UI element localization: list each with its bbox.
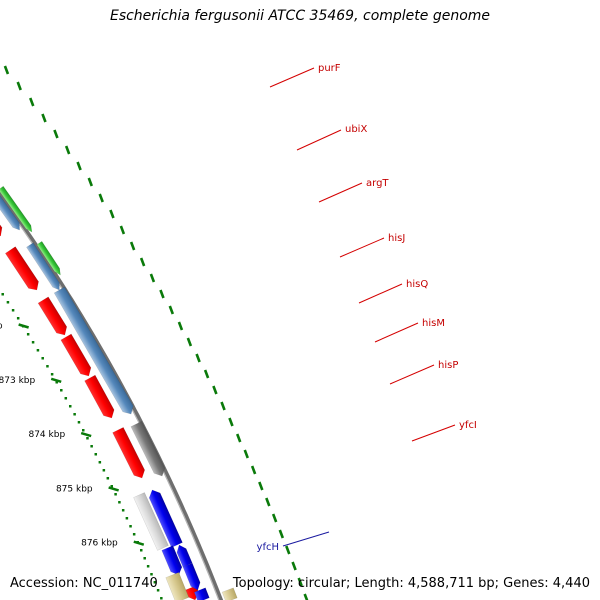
gene-leader-line <box>282 531 330 547</box>
gene-label-hisQ[interactable]: hisQ <box>406 279 428 290</box>
gene-label-hisP[interactable]: hisP <box>438 360 458 371</box>
scale-tick <box>18 323 29 329</box>
scale-tick <box>80 431 92 438</box>
gene-feature <box>0 185 33 233</box>
gene-label-yfcH[interactable]: yfcH <box>257 542 279 553</box>
scale-tick-label: 874 kbp <box>28 430 65 440</box>
scale-tick-label: 875 kbp <box>56 484 93 494</box>
gene-feature <box>0 192 3 237</box>
scale-tick <box>108 486 120 492</box>
gene-feature <box>4 246 39 291</box>
gene-leader-line <box>269 67 315 88</box>
gene-label-yfcI[interactable]: yfcI <box>459 420 477 431</box>
genome-summary-text: Topology: circular; Length: 4,588,711 bp… <box>232 576 590 591</box>
accession-text: Accession: NC_011740 <box>10 576 158 591</box>
gene-leader-line <box>358 283 403 304</box>
gene-feature <box>36 241 61 276</box>
backbone <box>0 190 224 600</box>
scale-tick-label: 872 kbp <box>0 322 3 332</box>
scale-track: 867 kbp868 kbp869 kbp870 kbp871 kbp872 k… <box>0 293 163 600</box>
gene-leader-line <box>318 182 363 203</box>
gene-label-argT[interactable]: argT <box>366 178 389 189</box>
scale-tick-label: 876 kbp <box>81 539 118 549</box>
gene-feature <box>193 587 210 600</box>
gene-feature <box>60 333 92 377</box>
gene-feature <box>161 545 183 576</box>
gene-feature <box>133 492 169 551</box>
gene-label-purF[interactable]: purF <box>318 63 341 74</box>
gene-feature <box>165 572 190 600</box>
scale-tick-label: 873 kbp <box>0 376 35 386</box>
gene-feature <box>0 185 20 231</box>
gene-leader-line <box>296 129 342 151</box>
gene-label-ubiX[interactable]: ubiX <box>345 124 367 135</box>
gene-feature <box>182 562 201 591</box>
gene-label-hisM[interactable]: hisM <box>422 318 445 329</box>
gene-feature <box>176 544 193 568</box>
gene-leader-line <box>411 424 456 442</box>
gene-leader-line <box>374 322 419 343</box>
gene-feature <box>84 374 115 419</box>
gene-feature <box>130 420 166 477</box>
gene-feature <box>148 489 183 548</box>
gene-labels: purF ubiX argT hisJ hisQ hisM hisP yfcI yfcH <box>257 63 477 553</box>
outer-track <box>3 65 309 600</box>
gene-feature <box>26 242 60 291</box>
map-title: Escherichia fergusonii ATCC 35469, compl… <box>109 8 491 24</box>
scale-tick <box>50 377 62 383</box>
gene-feature <box>53 286 134 415</box>
gene-label-hisJ[interactable]: hisJ <box>388 233 405 244</box>
gene-feature <box>37 296 68 336</box>
gene-features <box>0 185 238 600</box>
scale-tick <box>133 540 145 546</box>
gene-feature <box>221 587 238 600</box>
gene-leader-line <box>389 364 435 385</box>
gene-leader-line <box>339 237 385 258</box>
gene-feature <box>112 426 145 479</box>
